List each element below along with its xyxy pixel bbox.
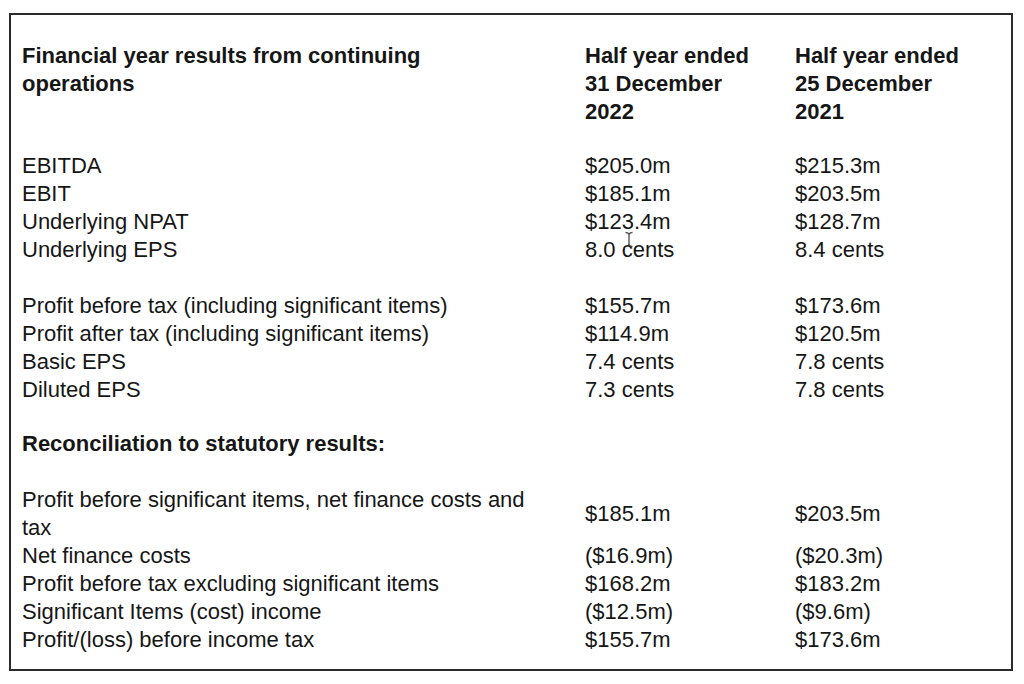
table-header-row: Financial year results from continuing o…	[22, 42, 1011, 126]
row-label: Underlying EPS	[22, 236, 585, 264]
table-row: Net finance costs ($16.9m) ($20.3m)	[22, 542, 1011, 570]
value-dec2022: $155.7m	[585, 626, 795, 654]
value-dec2022: ($16.9m)	[585, 542, 795, 570]
header-col-dec2021-line-1: Half year ended	[795, 42, 1005, 70]
row-label: Diluted EPS	[22, 376, 585, 404]
row-label: Underlying NPAT	[22, 208, 585, 236]
value-dec2022: $185.1m	[585, 180, 795, 208]
table-row: Profit before tax (including significant…	[22, 292, 1011, 320]
value-dec2021: $173.6m	[795, 292, 1011, 320]
value-dec2021: $215.3m	[795, 152, 1011, 180]
row-label: EBITDA	[22, 152, 585, 180]
header-col-dec2022-line-3: 2022	[585, 98, 789, 126]
table-row: Significant Items (cost) income ($12.5m)…	[22, 598, 1011, 626]
value-dec2021: ($20.3m)	[795, 542, 1011, 570]
header-col-dec2021: Half year ended 25 December 2021	[795, 42, 1011, 126]
value-dec2022: $123.4m	[585, 208, 795, 236]
row-label-line-2: tax	[22, 514, 579, 542]
value-dec2022: 8.0 cents	[585, 236, 795, 264]
value-dec2021: 7.8 cents	[795, 376, 1011, 404]
value-dec2021: $120.5m	[795, 320, 1011, 348]
row-label: Profit before significant items, net fin…	[22, 486, 585, 542]
section-subheading: Reconciliation to statutory results:	[22, 430, 1011, 458]
table-row: EBIT $185.1m $203.5m	[22, 180, 1011, 208]
row-label-line-1: Profit before significant items, net fin…	[22, 486, 579, 514]
table-row: Underlying EPS 8.0 cents 8.4 cents	[22, 236, 1011, 264]
header-col-dec2022-line-2: 31 December	[585, 70, 789, 98]
value-dec2022: $114.9m	[585, 320, 795, 348]
value-dec2022: $155.7m	[585, 292, 795, 320]
table-row: Diluted EPS 7.3 cents 7.8 cents	[22, 376, 1011, 404]
value-dec2022: $168.2m	[585, 570, 795, 598]
header-title: Financial year results from continuing o…	[22, 42, 585, 98]
value-dec2022: $205.0m	[585, 152, 795, 180]
financial-results-table: Financial year results from continuing o…	[9, 13, 1013, 671]
header-title-line-2: operations	[22, 70, 579, 98]
table-row: Underlying NPAT $123.4m $128.7m	[22, 208, 1011, 236]
value-dec2021: $203.5m	[795, 500, 1011, 528]
value-dec2021: $173.6m	[795, 626, 1011, 654]
header-col-dec2022-line-1: Half year ended	[585, 42, 789, 70]
value-dec2021: $203.5m	[795, 180, 1011, 208]
row-label: Profit before tax excluding significant …	[22, 570, 585, 598]
row-label: Net finance costs	[22, 542, 585, 570]
row-label: Basic EPS	[22, 348, 585, 376]
header-title-line-1: Financial year results from continuing	[22, 42, 579, 70]
row-label: Profit/(loss) before income tax	[22, 626, 585, 654]
value-dec2021: 8.4 cents	[795, 236, 1011, 264]
table-row: Profit after tax (including significant …	[22, 320, 1011, 348]
group-reconciliation: Profit before significant items, net fin…	[22, 486, 1011, 654]
value-dec2022: $185.1m	[585, 500, 795, 528]
table-row: Profit/(loss) before income tax $155.7m …	[22, 626, 1011, 654]
table-row: EBITDA $205.0m $215.3m	[22, 152, 1011, 180]
value-dec2022: ($12.5m)	[585, 598, 795, 626]
value-dec2022: 7.3 cents	[585, 376, 795, 404]
header-col-dec2021-line-2: 25 December	[795, 70, 1005, 98]
table-row: Basic EPS 7.4 cents 7.8 cents	[22, 348, 1011, 376]
row-label: Significant Items (cost) income	[22, 598, 585, 626]
table-row: Profit before tax excluding significant …	[22, 570, 1011, 598]
row-label: Profit after tax (including significant …	[22, 320, 585, 348]
value-dec2021: $183.2m	[795, 570, 1011, 598]
value-dec2021: 7.8 cents	[795, 348, 1011, 376]
row-label: EBIT	[22, 180, 585, 208]
header-col-dec2022: Half year ended 31 December 2022	[585, 42, 795, 126]
row-label: Profit before tax (including significant…	[22, 292, 585, 320]
table-row: Profit before significant items, net fin…	[22, 486, 1011, 542]
value-dec2021: ($9.6m)	[795, 598, 1011, 626]
value-dec2021: $128.7m	[795, 208, 1011, 236]
header-col-dec2021-line-3: 2021	[795, 98, 1005, 126]
value-dec2022: 7.4 cents	[585, 348, 795, 376]
group-continuing-operations: EBITDA $205.0m $215.3m EBIT $185.1m $203…	[22, 152, 1011, 264]
group-significant-items: Profit before tax (including significant…	[22, 292, 1011, 404]
